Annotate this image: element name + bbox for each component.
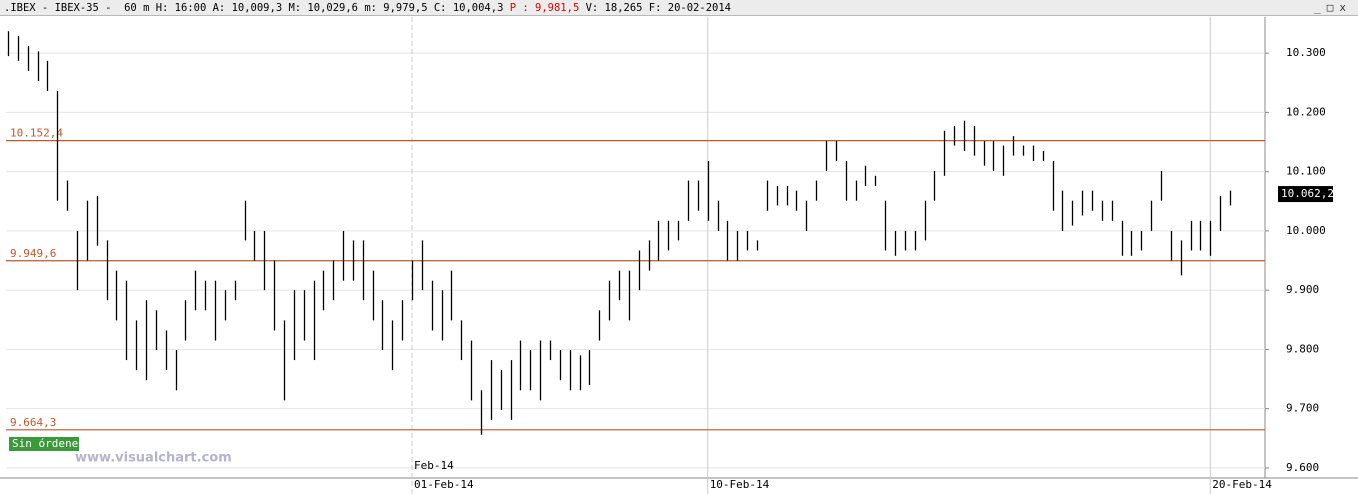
level-label: 9.949,6 <box>10 247 56 260</box>
watermark: www.visualchart.com <box>75 451 232 466</box>
header-bar: .IBEX - IBEX-35 - 60 m H: 16:00 A: 10,00… <box>0 0 1358 16</box>
x-tick-label: 10-Feb-14 <box>710 478 770 491</box>
y-tick-label: 10.000 <box>1286 224 1326 237</box>
level-label: 10.152,4 <box>10 127 63 140</box>
last-price-label: 10.062,2 <box>1281 187 1334 200</box>
y-tick-label: 9.600 <box>1286 461 1319 474</box>
y-tick-label: 10.300 <box>1286 46 1326 59</box>
y-tick-label: 9.800 <box>1286 342 1319 355</box>
y-tick-label: 9.700 <box>1286 402 1319 415</box>
last-price-box <box>1278 186 1333 203</box>
header-text: P : 9,981,5 <box>509 2 586 14</box>
y-tick-label: 10.100 <box>1286 165 1326 178</box>
y-tick-label: 9.900 <box>1286 283 1319 296</box>
background <box>0 17 1358 494</box>
x-tick-label: 01-Feb-14 <box>414 478 474 491</box>
header-text: V: 18,265 F: 20-02-2014 <box>585 2 731 14</box>
y-tick-label: 10.200 <box>1286 105 1326 118</box>
x-tick-label: 20-Feb-14 <box>1212 478 1272 491</box>
header-text: .IBEX - IBEX-35 - 60 m H: 16:00 A: 10,00… <box>4 2 510 14</box>
x-major-label: Feb-14 <box>414 459 454 472</box>
status-badge-text: Sin órdenes <box>12 437 85 450</box>
window-buttons[interactable]: _□x <box>1314 1 1352 14</box>
level-label: 9.664,3 <box>10 416 56 429</box>
status-badge[interactable] <box>9 437 79 451</box>
